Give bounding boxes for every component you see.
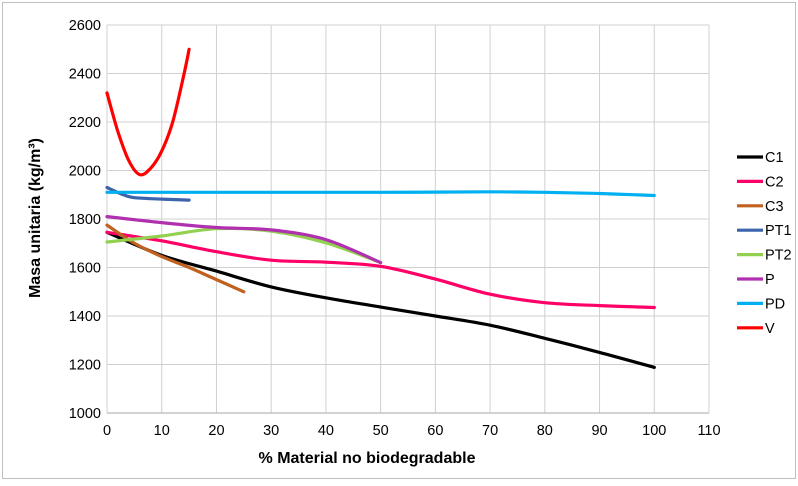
legend-item-pt2: PT2: [737, 248, 792, 264]
legend-label-p: P: [765, 272, 775, 288]
legend-item-c3: C3: [737, 199, 784, 215]
legend-item-v: V: [737, 321, 775, 337]
legend-label-pt1: PT1: [765, 223, 792, 239]
legend-item-p: P: [737, 272, 775, 288]
legend-item-pd: PD: [737, 296, 785, 312]
x-tick-label: 110: [697, 423, 720, 439]
legend-label-v: V: [765, 321, 775, 337]
legend-label-pd: PD: [765, 296, 785, 312]
x-tick-label: 80: [537, 423, 553, 439]
x-tick-label: 90: [591, 423, 607, 439]
y-tick-label: 1000: [69, 406, 101, 422]
legend: C1 C2 C3 PT1 PT2 P PD V: [737, 150, 792, 337]
legend-item-c2: C2: [737, 174, 784, 190]
y-tick-label: 1600: [69, 261, 101, 277]
series-line-c3: [105, 223, 246, 294]
legend-item-c1: C1: [737, 150, 784, 166]
legend-label-c3: C3: [765, 199, 784, 215]
x-tick-label: 40: [318, 423, 334, 439]
x-tick-label: 30: [263, 423, 279, 439]
y-tick-label: 2400: [69, 67, 101, 83]
x-tick-label: 100: [642, 423, 666, 439]
x-tick-label: 0: [103, 423, 111, 439]
series-line-c1: [105, 230, 656, 369]
axes: 1000 1200 1400 1600 1800 2000 2200 2400 2600 0 10 2…: [69, 18, 721, 439]
y-tick-label: 2200: [69, 115, 101, 131]
series-line-p: [105, 215, 383, 265]
series-line-c2: [105, 230, 656, 310]
series-lines: [105, 47, 656, 369]
x-tick-label: 20: [208, 423, 224, 439]
y-tick-label: 1200: [69, 358, 101, 374]
y-tick-label: 1400: [69, 309, 101, 325]
legend-label-c2: C2: [765, 174, 784, 190]
legend-label-pt2: PT2: [765, 248, 792, 264]
series-line-v: [105, 47, 191, 177]
x-tick-label: 50: [373, 423, 389, 439]
legend-item-pt1: PT1: [737, 223, 792, 239]
y-tick-label: 1800: [69, 212, 101, 228]
y-tick-label: 2600: [69, 18, 101, 34]
y-tick-label: 2000: [69, 164, 101, 180]
series-line-pd: [105, 190, 656, 198]
legend-label-c1: C1: [765, 150, 784, 166]
x-axis-title: % Material no biodegradable: [259, 450, 476, 467]
x-tick-label: 70: [482, 423, 498, 439]
y-axis-title: Masa unitaria (kg/m³): [27, 138, 44, 298]
x-tick-label: 60: [427, 423, 443, 439]
x-tick-label: 10: [154, 423, 170, 439]
